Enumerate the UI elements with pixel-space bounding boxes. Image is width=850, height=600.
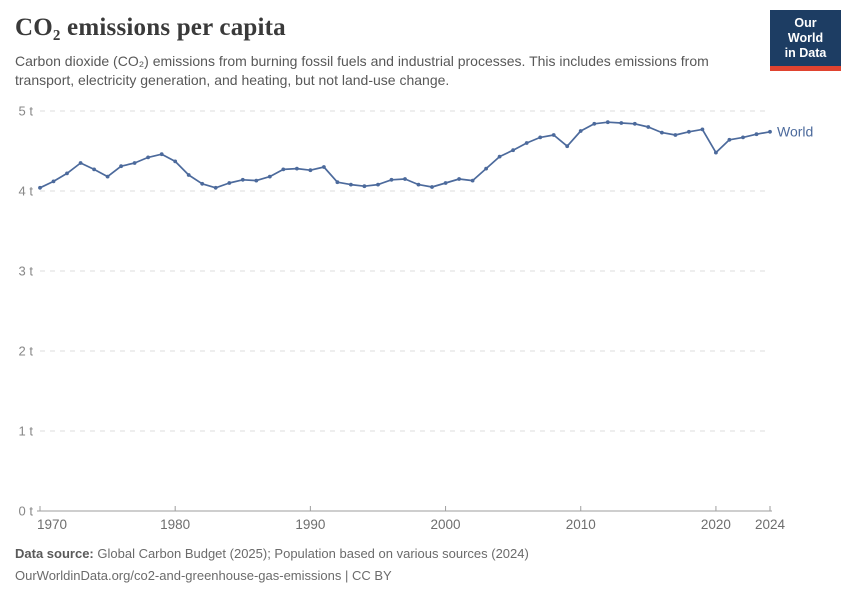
data-point	[227, 181, 232, 185]
data-point	[741, 135, 745, 140]
data-point	[322, 165, 326, 169]
data-point	[65, 171, 69, 176]
data-point	[660, 130, 664, 135]
data-point	[119, 164, 123, 169]
data-source-text: Global Carbon Budget (2025); Population …	[97, 546, 529, 561]
footer-citation-link[interactable]: OurWorldinData.org/co2-and-greenhouse-ga…	[15, 568, 392, 583]
data-point	[38, 185, 42, 190]
x-axis-tick-label: 2000	[431, 517, 461, 532]
data-point	[524, 141, 529, 145]
data-point	[389, 177, 394, 182]
data-point	[511, 148, 515, 153]
data-point	[349, 182, 353, 187]
x-axis-tick-label: 2020	[701, 517, 731, 532]
data-point	[146, 155, 151, 160]
chart-subtitle-line1: Carbon dioxide (CO₂) emissions from burn…	[15, 53, 709, 69]
data-point	[281, 167, 286, 172]
data-point	[592, 121, 597, 126]
data-point	[754, 132, 759, 137]
data-point	[403, 177, 407, 181]
y-axis-tick-label: 4 t	[19, 184, 34, 199]
data-point	[213, 185, 218, 190]
data-point	[186, 173, 191, 177]
owid-logo-line1: Our World	[787, 16, 824, 45]
page-title: CO₂ emissions per capita	[15, 14, 286, 41]
data-point	[308, 168, 313, 173]
owid-logo[interactable]: Our World in Data	[770, 10, 841, 71]
x-axis-tick-label: 1970	[37, 517, 67, 532]
data-point	[240, 177, 245, 182]
x-axis-tick-label: 1990	[295, 517, 325, 532]
data-point	[687, 129, 691, 134]
x-axis-tick-label: 1980	[160, 517, 190, 532]
data-point	[484, 166, 488, 171]
data-point	[443, 181, 448, 185]
series-label: World	[777, 123, 813, 139]
data-point	[362, 184, 367, 189]
chart-footer: Data source: Global Carbon Budget (2025)…	[15, 546, 529, 584]
data-point	[632, 121, 637, 126]
data-point	[295, 166, 299, 171]
data-point	[578, 129, 583, 133]
data-point	[470, 178, 475, 183]
data-point	[714, 150, 718, 155]
data-point	[430, 185, 434, 189]
data-point	[200, 181, 205, 186]
data-point	[78, 161, 83, 165]
y-axis-tick-label: 3 t	[19, 264, 34, 279]
data-point	[132, 161, 137, 165]
chart-subtitle-line2: transport, electricity generation, and h…	[15, 72, 450, 88]
chart-subtitle: Carbon dioxide (CO₂) emissions from burn…	[15, 52, 775, 90]
data-point	[159, 152, 164, 157]
data-point	[538, 135, 543, 140]
data-point	[92, 167, 96, 172]
data-point	[416, 182, 421, 187]
y-axis-tick-label: 2 t	[19, 344, 34, 359]
owid-logo-line2: in Data	[784, 46, 827, 60]
data-source-line: Data source: Global Carbon Budget (2025)…	[15, 546, 529, 562]
data-point	[267, 174, 272, 179]
data-point	[619, 121, 624, 125]
data-point	[768, 129, 772, 134]
data-point	[497, 154, 502, 159]
data-source-label: Data source:	[15, 546, 94, 561]
x-axis-tick-label: 2024	[755, 517, 786, 532]
data-point	[551, 133, 556, 137]
data-point	[105, 174, 110, 179]
data-point	[51, 179, 56, 184]
y-axis-tick-label: 5 t	[19, 104, 34, 119]
data-point	[727, 137, 732, 142]
data-point	[565, 144, 570, 149]
data-point	[673, 133, 678, 137]
data-point	[457, 177, 461, 181]
data-point	[254, 178, 259, 183]
data-point	[335, 180, 340, 185]
data-point	[173, 159, 178, 164]
x-axis-tick-label: 2010	[566, 517, 596, 532]
data-point	[605, 120, 610, 125]
y-axis-tick-label: 0 t	[19, 504, 34, 519]
data-point	[376, 182, 380, 187]
y-axis-tick-label: 1 t	[19, 424, 34, 439]
data-point	[700, 127, 705, 132]
data-point	[646, 125, 651, 129]
